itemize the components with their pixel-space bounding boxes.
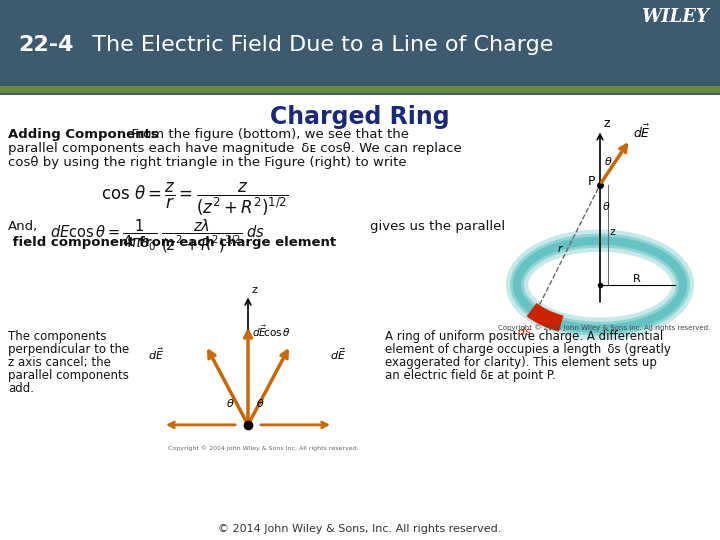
Text: $d\vec{E}\!\cos\theta$: $d\vec{E}\!\cos\theta$ xyxy=(252,323,291,339)
Text: exaggerated for clarity). This element sets up: exaggerated for clarity). This element s… xyxy=(385,356,657,369)
Text: Copyright © 2014 John Wiley & Sons Inc. All rights reserved.: Copyright © 2014 John Wiley & Sons Inc. … xyxy=(168,445,359,450)
Text: cosθ by using the right triangle in the Figure (right) to write: cosθ by using the right triangle in the … xyxy=(8,156,407,168)
Text: z: z xyxy=(603,117,610,130)
Text: Copyright © 2014 John Wiley & Sons Inc. All rights reserved.: Copyright © 2014 John Wiley & Sons Inc. … xyxy=(498,325,710,332)
Text: field component from each charge element: field component from each charge element xyxy=(8,236,336,249)
Text: Adding Components: Adding Components xyxy=(8,127,158,140)
Text: . From the figure (bottom), we see that the: . From the figure (bottom), we see that … xyxy=(123,127,409,140)
Text: perpendicular to the: perpendicular to the xyxy=(8,343,130,356)
Text: gives us the parallel: gives us the parallel xyxy=(370,220,505,233)
Text: $\cos\,\theta = \dfrac{z}{r} = \dfrac{z}{(z^2 + R^2)^{1/2}}$: $\cos\,\theta = \dfrac{z}{r} = \dfrac{z}… xyxy=(102,181,289,218)
Text: $ds$: $ds$ xyxy=(517,325,531,337)
Text: WILEY: WILEY xyxy=(642,8,709,25)
FancyBboxPatch shape xyxy=(0,94,720,540)
Text: $\theta$: $\theta$ xyxy=(602,200,611,212)
Text: add.: add. xyxy=(8,382,34,395)
Text: R: R xyxy=(633,274,641,284)
Text: $dE\cos\theta = \dfrac{1}{4\pi\varepsilon_0}\;\dfrac{z\lambda}{(z^2+R^2)^{3/2}}\: $dE\cos\theta = \dfrac{1}{4\pi\varepsilo… xyxy=(50,218,265,255)
Text: $\theta$: $\theta$ xyxy=(604,154,613,166)
Text: parallel components each have magnitude  δᴇ cosθ. We can replace: parallel components each have magnitude … xyxy=(8,141,462,154)
Text: $d\vec{E}$: $d\vec{E}$ xyxy=(633,123,651,140)
Text: The Electric Field Due to a Line of Charge: The Electric Field Due to a Line of Char… xyxy=(78,35,553,56)
Text: © 2014 John Wiley & Sons, Inc. All rights reserved.: © 2014 John Wiley & Sons, Inc. All right… xyxy=(218,524,502,534)
Text: The components: The components xyxy=(8,330,107,343)
Text: 22-4: 22-4 xyxy=(18,35,73,56)
Text: Charged Ring: Charged Ring xyxy=(270,105,450,129)
Text: $d\vec{E}$: $d\vec{E}$ xyxy=(148,346,164,362)
Text: z: z xyxy=(251,285,257,295)
Text: z: z xyxy=(610,227,616,237)
Text: A ring of uniform positive charge. A differential: A ring of uniform positive charge. A dif… xyxy=(385,330,663,343)
Text: element of charge occupies a length  δs (greatly: element of charge occupies a length δs (… xyxy=(385,343,671,356)
Text: P: P xyxy=(588,174,595,187)
Text: z axis cancel; the: z axis cancel; the xyxy=(8,356,111,369)
Text: $d\vec{E}$: $d\vec{E}$ xyxy=(330,346,346,362)
Text: $\theta$: $\theta$ xyxy=(256,397,264,409)
Text: And,: And, xyxy=(8,220,38,233)
Text: parallel components: parallel components xyxy=(8,369,129,382)
Text: r: r xyxy=(558,244,562,254)
Text: $\theta$: $\theta$ xyxy=(226,397,235,409)
Text: an electric field δᴇ at point P.: an electric field δᴇ at point P. xyxy=(385,369,556,382)
